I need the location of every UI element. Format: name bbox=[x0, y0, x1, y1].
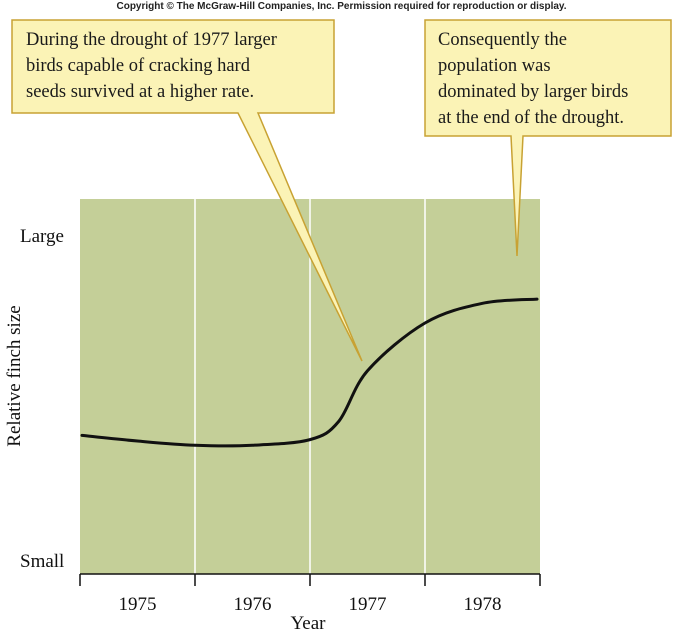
finch-size-curve bbox=[80, 297, 539, 448]
callout-left-line-2: birds capable of cracking hard bbox=[26, 56, 251, 76]
x-tick-label: 1975 bbox=[119, 594, 157, 615]
x-ticks bbox=[79, 574, 541, 586]
callout-right-line-1: Consequently the bbox=[438, 30, 567, 50]
x-tick-label: 1976 bbox=[234, 594, 272, 615]
callout-left-bubble bbox=[11, 19, 363, 362]
x-axis-label: Year bbox=[290, 613, 326, 634]
callout-left-line-3: seeds survived at a higher rate. bbox=[26, 82, 254, 102]
callout-left-line-1: During the drought of 1977 larger bbox=[26, 30, 277, 50]
y-tick-label-small: Small bbox=[20, 551, 64, 572]
callout-right-line-3: dominated by larger birds bbox=[438, 82, 628, 102]
y-axis-label: Relative finch size bbox=[4, 305, 25, 446]
callout-right-bubble bbox=[424, 19, 672, 257]
x-tick-label: 1977 bbox=[349, 594, 387, 615]
callout-right-line-2: population was bbox=[438, 56, 551, 76]
callout-left: During the drought of 1977 larger birds … bbox=[11, 19, 363, 362]
x-tick-label: 1978 bbox=[464, 594, 502, 615]
callout-right: Consequently the population was dominate… bbox=[424, 19, 672, 257]
copyright-notice: Copyright © The McGraw-Hill Companies, I… bbox=[116, 1, 567, 12]
gridlines bbox=[194, 199, 426, 574]
x-tick-labels: 1975 1976 1977 1978 bbox=[119, 594, 502, 615]
callout-right-line-4: at the end of the drought. bbox=[438, 108, 624, 128]
y-tick-label-large: Large bbox=[20, 226, 64, 247]
